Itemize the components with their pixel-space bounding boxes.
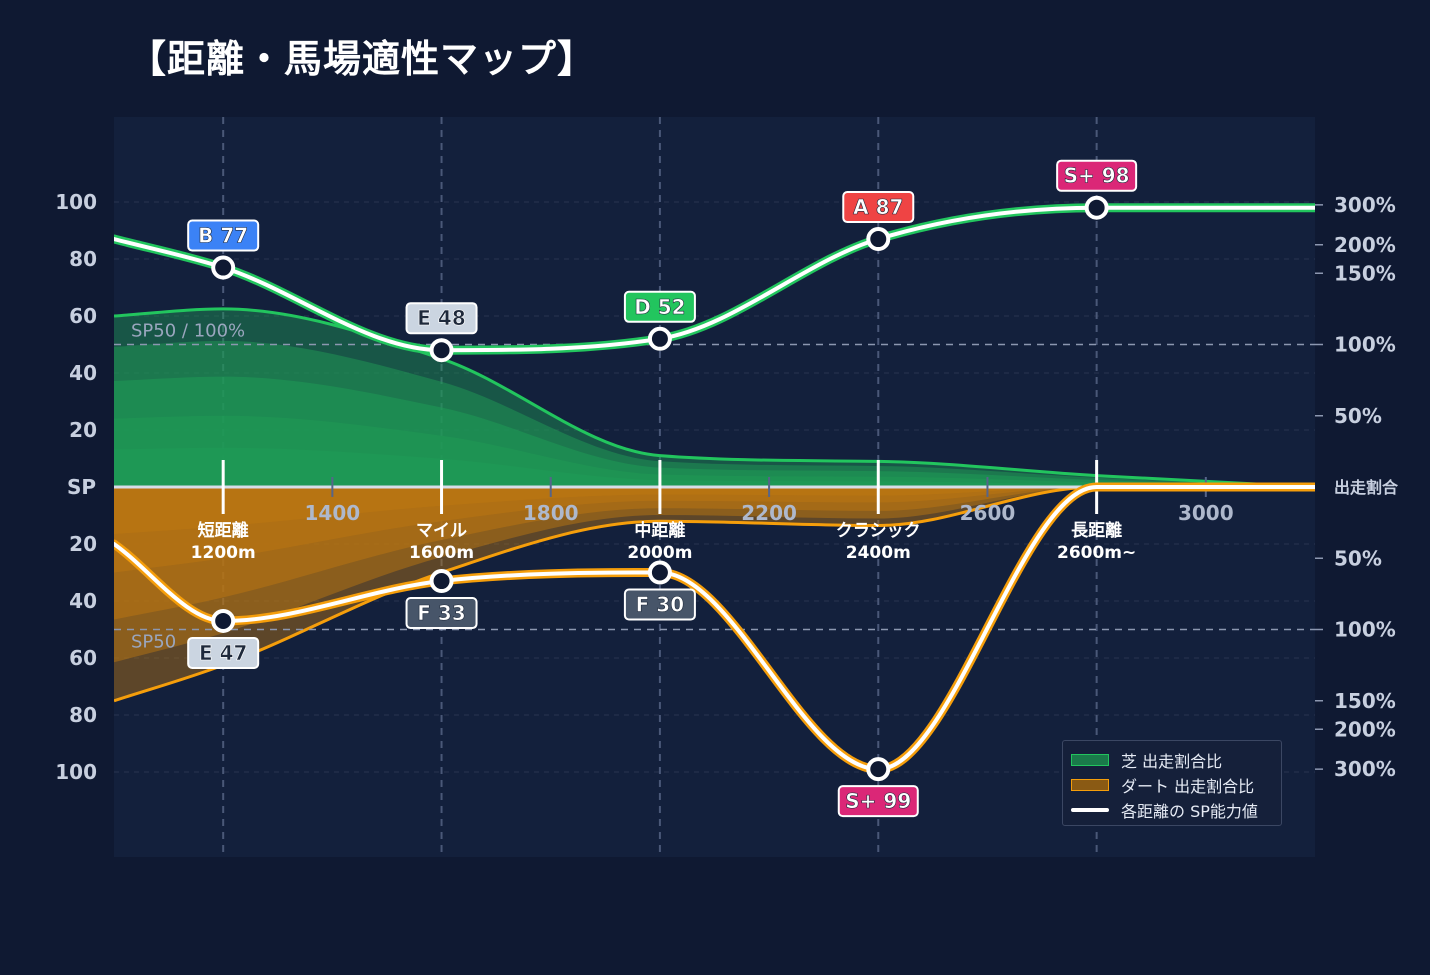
turf-grade-badge-3: A 87 — [842, 191, 915, 224]
turf-grade-badge-4-text: S+ 98 — [1064, 164, 1130, 188]
turf-grade-badge-2: D 52 — [623, 290, 696, 323]
x-tick-2200: 2200 — [741, 501, 797, 525]
sp-tick-turf-20: 20 — [69, 418, 97, 442]
legend-label-dirt: ダート 出走割合比 — [1121, 776, 1255, 796]
x-tick-3000: 3000 — [1178, 501, 1234, 525]
ratio-tick-dirt-3: 200% — [1334, 717, 1396, 741]
reference-label-dirt: SP50 — [131, 632, 176, 653]
category-distance-2: 2000m — [627, 543, 692, 563]
ratio-tick-turf-1: 100% — [1334, 333, 1396, 357]
sp-axis-center-label: SP — [67, 475, 96, 499]
sp-tick-turf-100: 100 — [55, 190, 97, 214]
turf-grade-badge-0-text: B 77 — [198, 224, 248, 248]
dirt-ratio-band-4 — [114, 487, 1315, 534]
ratio-tick-turf-3: 200% — [1334, 233, 1396, 257]
legend: 芝 出走割合比 ダート 出走割合比 各距離の SP能力値 — [1062, 740, 1282, 826]
reference-label-turf: SP50 / 100% — [131, 321, 245, 342]
dirt-sp-line-inner — [114, 485, 1315, 772]
legend-item-sp-line: 各距離の SP能力値 — [1071, 797, 1273, 822]
category-distance-4: 2600m~ — [1057, 543, 1136, 563]
x-tick-1800: 1800 — [523, 501, 579, 525]
ratio-tick-dirt-0: 50% — [1334, 546, 1382, 570]
dirt-grade-badge-2: F 30 — [623, 588, 696, 621]
legend-label-turf: 芝 出走割合比 — [1121, 751, 1223, 771]
sp-tick-dirt-100: 100 — [55, 760, 97, 784]
dirt-ratio-band-3 — [114, 487, 1315, 573]
x-tick-1400: 1400 — [305, 501, 361, 525]
dirt-grade-badge-2-bg — [623, 588, 696, 621]
dirt-sp-point-1 — [429, 569, 454, 594]
category-distance-3: 2400m — [846, 543, 911, 563]
sp-tick-turf-40: 40 — [69, 361, 97, 385]
turf-sp-point-0 — [211, 255, 236, 280]
ratio-tick-dirt-1: 100% — [1334, 618, 1396, 642]
category-distance-1: 1600m — [409, 543, 474, 563]
turf-grade-badge-4-bg — [1056, 159, 1138, 192]
turf-grade-badge-4: S+ 98 — [1056, 159, 1138, 192]
category-name-2: 中距離 — [634, 520, 685, 541]
dirt-grade-badge-0-text: E 47 — [199, 641, 247, 665]
turf-sp-point-4 — [1084, 195, 1109, 220]
turf-ratio-band-4 — [114, 447, 1315, 487]
dirt-grade-badge-0: E 47 — [187, 636, 260, 669]
category-name-4: 長距離 — [1071, 520, 1122, 541]
ratio-tick-turf-0: 50% — [1334, 404, 1382, 428]
sp-tick-turf-60: 60 — [69, 304, 97, 328]
dirt-grade-badge-0-bg — [187, 636, 260, 669]
ratio-tick-dirt-4: 300% — [1334, 757, 1396, 781]
dirt-grade-badge-3: S+ 99 — [837, 785, 919, 818]
dirt-sp-point-2 — [647, 560, 672, 585]
chart-title: 【距離・馬場適性マップ】 — [128, 37, 597, 81]
sp-tick-turf-80: 80 — [69, 247, 97, 271]
dirt-grade-badge-1: F 33 — [405, 597, 478, 630]
legend-swatch-line — [1071, 807, 1109, 812]
category-name-0: 短距離 — [198, 520, 249, 541]
category-name-3: クラシック — [836, 521, 921, 541]
dirt-grade-badge-1-text: F 33 — [417, 601, 465, 625]
category-distance-0: 1200m — [191, 543, 256, 563]
sp-tick-dirt-60: 60 — [69, 646, 97, 670]
legend-swatch-turf — [1071, 753, 1109, 766]
turf-grade-badge-1-bg — [405, 302, 478, 335]
ratio-tick-turf-4: 300% — [1334, 193, 1396, 217]
turf-grade-badge-3-text: A 87 — [853, 195, 903, 219]
turf-sp-point-3 — [866, 227, 891, 252]
turf-grade-badge-1: E 48 — [405, 302, 478, 335]
turf-grade-badge-3-bg — [842, 191, 915, 224]
dirt-grade-badge-1-bg — [405, 597, 478, 630]
turf-grade-badge-0-bg — [187, 219, 260, 252]
sp-tick-dirt-80: 80 — [69, 703, 97, 727]
category-name-1: マイル — [416, 521, 467, 541]
turf-grade-badge-2-text: D 52 — [634, 295, 685, 319]
dirt-sp-point-0 — [211, 608, 236, 633]
sp-tick-dirt-40: 40 — [69, 589, 97, 613]
turf-grade-badge-1-text: E 48 — [417, 306, 465, 330]
dirt-grade-badge-3-text: S+ 99 — [845, 789, 911, 813]
x-tick-2600: 2600 — [960, 501, 1016, 525]
sp-tick-dirt-20: 20 — [69, 532, 97, 556]
legend-label-sp-line: 各距離の SP能力値 — [1121, 801, 1258, 821]
legend-item-dirt: ダート 出走割合比 — [1071, 772, 1273, 797]
dirt-grade-badge-3-bg — [837, 785, 919, 818]
turf-grade-badge-2-bg — [623, 290, 696, 323]
turf-sp-point-2 — [647, 326, 672, 351]
ratio-axis-center-label: 出走割合 — [1334, 478, 1399, 497]
ratio-tick-dirt-2: 150% — [1334, 689, 1396, 713]
turf-grade-badge-0: B 77 — [187, 219, 260, 252]
dirt-grade-badge-2-text: F 30 — [636, 593, 684, 617]
dirt-sp-point-3 — [866, 757, 891, 782]
legend-item-turf: 芝 出走割合比 — [1071, 747, 1273, 772]
ratio-tick-turf-2: 150% — [1334, 261, 1396, 285]
legend-swatch-dirt — [1071, 778, 1109, 791]
turf-sp-point-1 — [429, 338, 454, 363]
